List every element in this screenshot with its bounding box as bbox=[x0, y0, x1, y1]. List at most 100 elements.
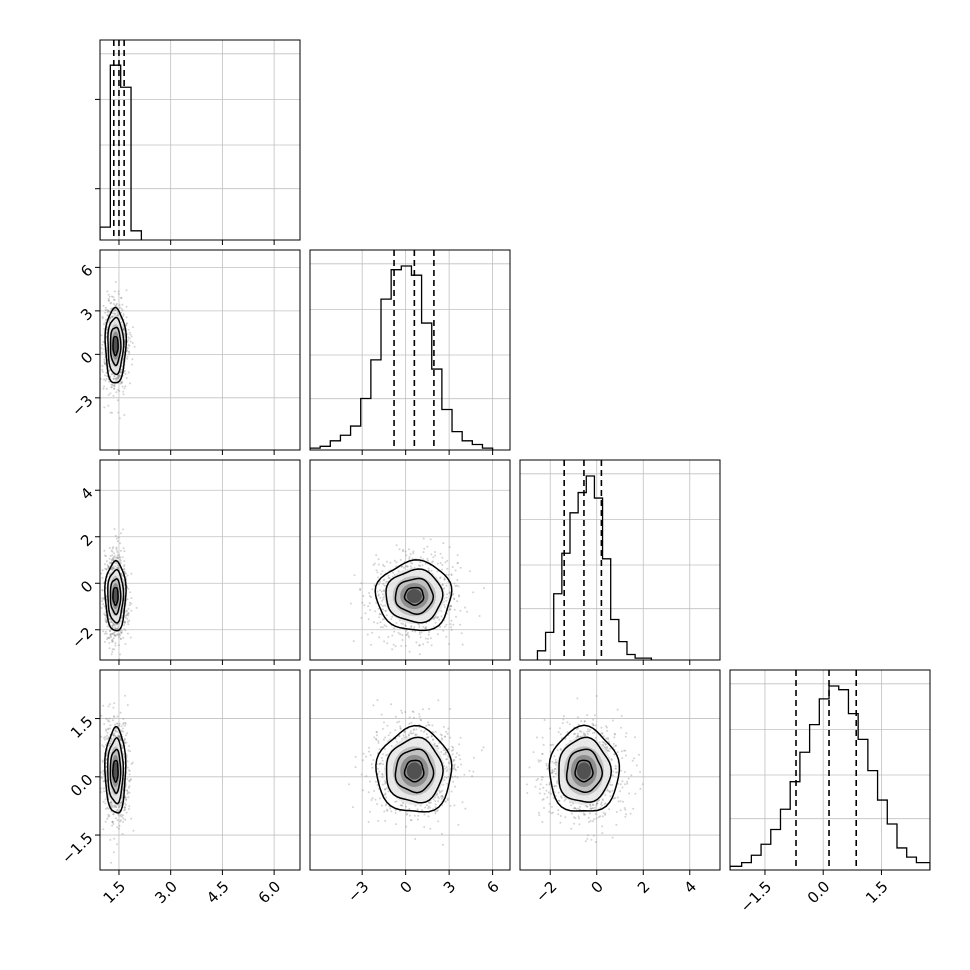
sample-point bbox=[105, 717, 108, 720]
sample-point bbox=[595, 817, 598, 820]
sample-point bbox=[113, 313, 116, 316]
sample-point bbox=[106, 817, 109, 820]
sample-point bbox=[112, 734, 115, 737]
sample-point bbox=[374, 798, 377, 801]
sample-point bbox=[441, 794, 444, 797]
sample-point bbox=[122, 390, 125, 393]
sample-point bbox=[128, 619, 131, 622]
sample-point bbox=[445, 776, 448, 779]
sample-point bbox=[452, 748, 454, 751]
sample-point bbox=[586, 805, 589, 808]
sample-point bbox=[118, 636, 120, 639]
sample-point bbox=[121, 381, 123, 384]
sample-point bbox=[454, 569, 457, 572]
sample-point bbox=[111, 550, 114, 553]
sample-point bbox=[395, 561, 398, 564]
sample-point bbox=[112, 303, 115, 305]
sample-point bbox=[108, 618, 111, 621]
sample-point bbox=[121, 794, 124, 797]
sample-point bbox=[122, 568, 125, 571]
sample-point bbox=[386, 809, 389, 812]
sample-point bbox=[112, 624, 114, 627]
sample-point bbox=[126, 322, 129, 325]
sample-point bbox=[451, 566, 454, 568]
sample-point bbox=[125, 811, 128, 814]
sample-point bbox=[444, 753, 447, 756]
sample-point bbox=[444, 751, 447, 754]
sample-point bbox=[548, 783, 551, 785]
sample-point bbox=[116, 389, 119, 391]
sample-point bbox=[436, 617, 439, 619]
sample-point bbox=[425, 724, 428, 727]
sample-point bbox=[104, 311, 107, 314]
sample-point bbox=[381, 570, 384, 573]
sample-point bbox=[121, 303, 124, 306]
sample-point bbox=[115, 730, 117, 732]
sample-point bbox=[617, 800, 620, 803]
sample-point bbox=[125, 798, 128, 801]
sample-point bbox=[122, 730, 125, 733]
sample-point bbox=[127, 588, 130, 590]
sample-point bbox=[586, 834, 589, 837]
sample-point bbox=[101, 343, 104, 346]
sample-point bbox=[394, 715, 397, 718]
density-fill-3 bbox=[113, 762, 118, 780]
sample-point bbox=[133, 345, 136, 348]
sample-point bbox=[382, 596, 385, 599]
sample-point bbox=[128, 808, 130, 810]
sample-point bbox=[401, 634, 404, 636]
sample-point bbox=[374, 610, 377, 613]
sample-point bbox=[450, 626, 453, 629]
sample-point bbox=[119, 371, 122, 374]
sample-point bbox=[125, 289, 128, 292]
sample-point bbox=[127, 338, 130, 341]
sample-point bbox=[129, 340, 132, 343]
sample-point bbox=[405, 634, 408, 637]
sample-point bbox=[130, 763, 133, 765]
sample-point bbox=[126, 791, 129, 794]
histogram-1 bbox=[310, 265, 494, 450]
sample-point bbox=[365, 755, 368, 758]
sample-point bbox=[106, 636, 109, 639]
sample-point bbox=[412, 711, 415, 713]
sample-point bbox=[639, 787, 642, 790]
sample-point bbox=[115, 627, 118, 630]
sample-point bbox=[116, 566, 119, 569]
sample-point bbox=[109, 633, 112, 636]
sample-point bbox=[121, 832, 124, 835]
sample-point bbox=[117, 313, 120, 316]
sample-point bbox=[602, 744, 605, 746]
sample-point bbox=[116, 730, 119, 733]
sample-point bbox=[438, 618, 441, 621]
sample-point bbox=[604, 794, 607, 797]
sample-point bbox=[118, 390, 121, 392]
sample-point bbox=[117, 827, 120, 830]
sample-point bbox=[459, 736, 462, 739]
sample-point bbox=[393, 627, 395, 630]
sample-point bbox=[373, 562, 376, 565]
sample-point bbox=[115, 549, 118, 552]
sample-point bbox=[387, 636, 390, 638]
sample-point bbox=[101, 576, 104, 579]
sample-point bbox=[353, 574, 356, 577]
sample-point bbox=[103, 736, 105, 739]
sample-point bbox=[437, 616, 440, 618]
sample-point bbox=[428, 724, 431, 727]
sample-point bbox=[375, 602, 378, 604]
sample-point bbox=[124, 614, 127, 617]
sample-point bbox=[116, 374, 119, 377]
sample-point bbox=[425, 804, 428, 807]
sample-point bbox=[98, 762, 100, 764]
contour-1 bbox=[109, 578, 122, 616]
sample-point bbox=[115, 633, 118, 636]
sample-point bbox=[122, 393, 125, 396]
sample-point bbox=[445, 573, 448, 576]
sample-point bbox=[453, 759, 456, 762]
sample-point bbox=[131, 761, 134, 764]
sample-point bbox=[427, 723, 430, 726]
sample-point bbox=[402, 623, 404, 625]
sample-point bbox=[426, 641, 429, 644]
sample-point bbox=[405, 736, 408, 738]
sample-point bbox=[382, 598, 385, 601]
sample-point bbox=[624, 815, 627, 818]
